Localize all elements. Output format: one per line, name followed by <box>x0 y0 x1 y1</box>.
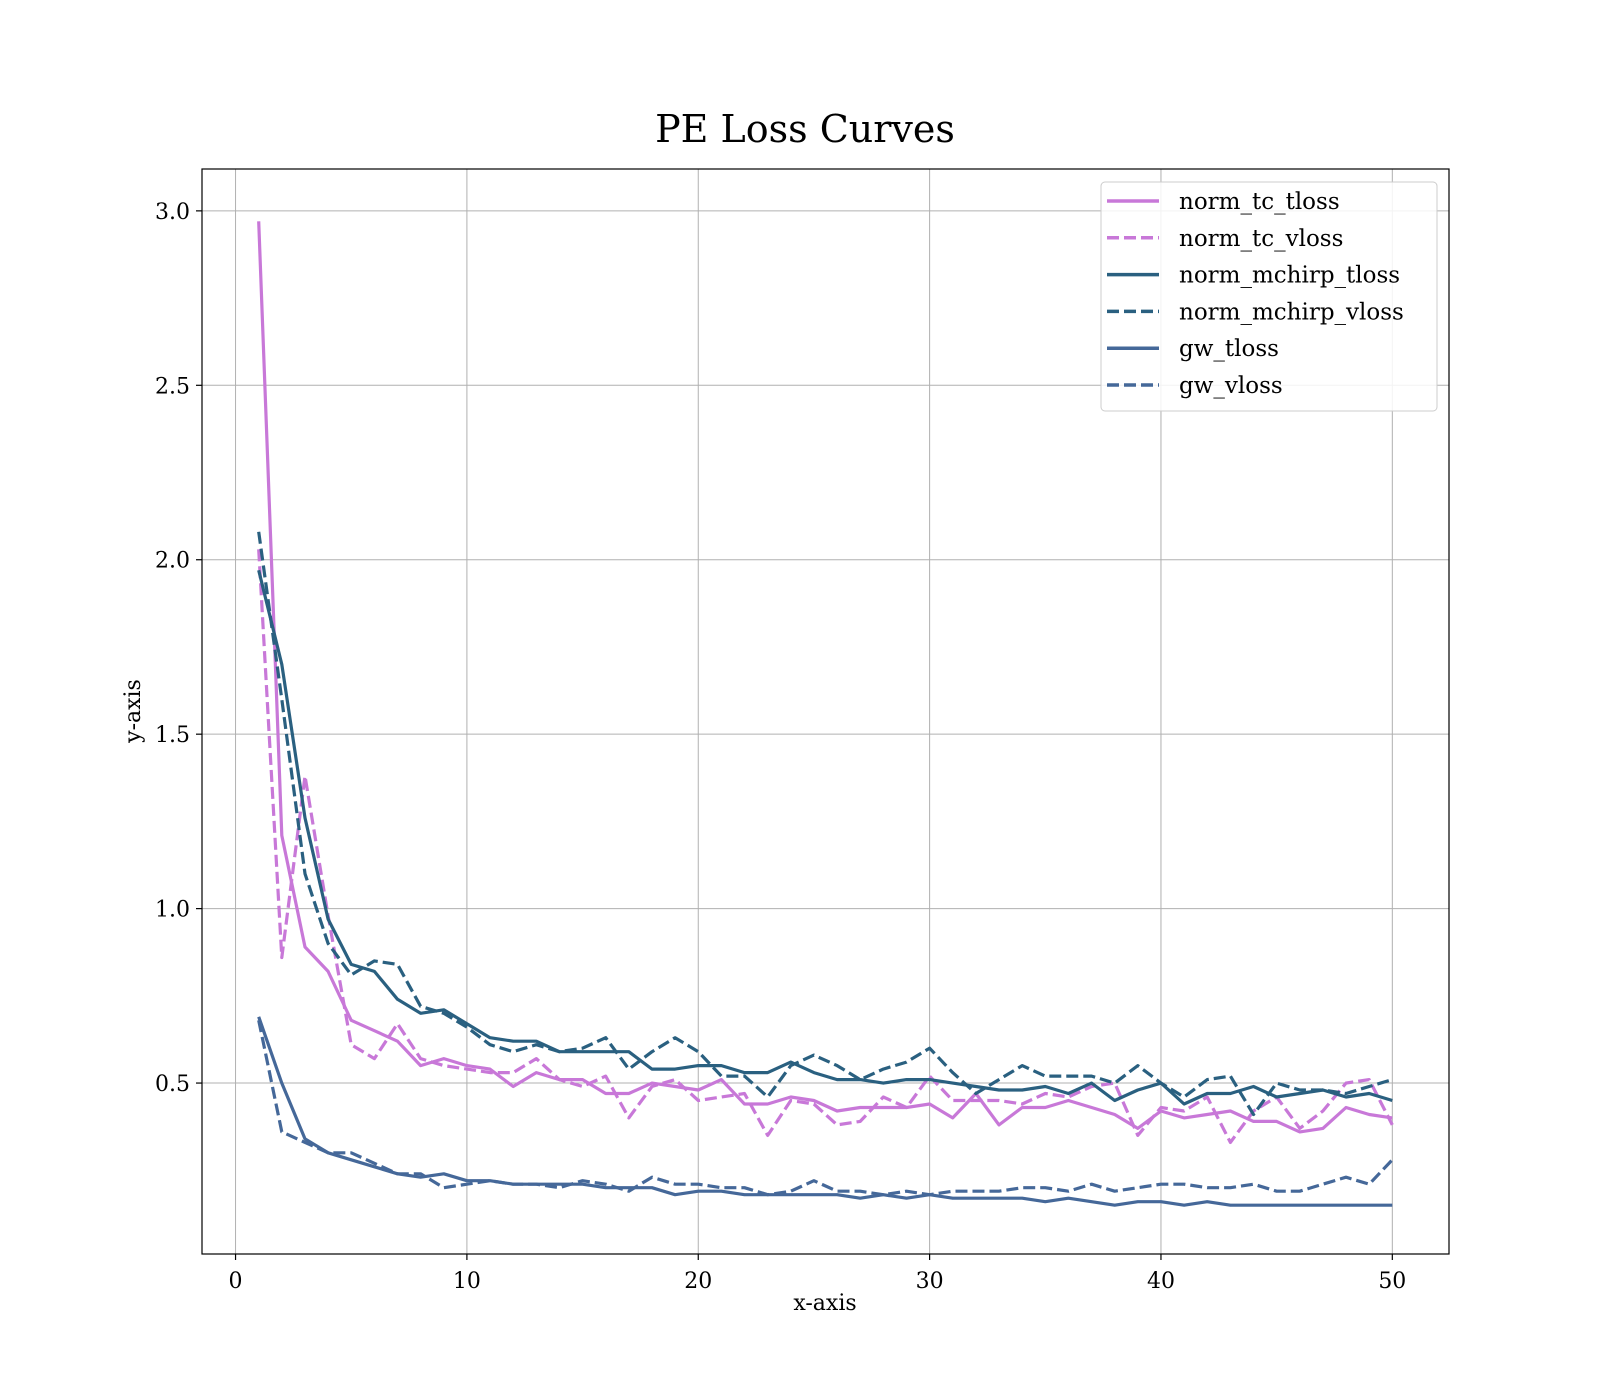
y-tick-label: 1.0 <box>155 898 190 923</box>
y-tick-label: 2.0 <box>155 549 190 574</box>
x-tick-label: 20 <box>684 1269 712 1294</box>
legend-label: norm_tc_tloss <box>1179 189 1340 215</box>
legend-label: norm_mchirp_tloss <box>1179 263 1400 289</box>
series-line-norm-tc-vloss <box>257 549 1394 1145</box>
x-axis-label: x-axis <box>793 1291 856 1316</box>
y-tick-label: 2.5 <box>155 374 190 399</box>
legend-box <box>1100 181 1438 412</box>
x-tick-label: 40 <box>1147 1269 1175 1294</box>
axis-ticks: 0 10 20 30 40 50 0.5 1.0 1.5 2.0 2.5 3.0 <box>155 200 1406 1294</box>
plot-frame <box>201 168 1450 1255</box>
series-line-norm-mchirp-vloss <box>257 531 1393 1117</box>
x-tick-label: 50 <box>1378 1269 1406 1294</box>
series-line-norm-mchirp-tloss <box>257 569 1393 1106</box>
legend-label: norm_mchirp_vloss <box>1179 299 1404 325</box>
y-tick-label: 1.5 <box>155 723 190 748</box>
legend-items: norm_tc_tloss norm_tc_vloss norm_mchirp_tl… <box>1107 189 1404 399</box>
x-tick-label: 30 <box>916 1269 944 1294</box>
chart-title: PE Loss Curves <box>655 107 955 151</box>
series-line-gw-vloss <box>257 1019 1394 1197</box>
y-tick-label: 0.5 <box>155 1072 190 1097</box>
legend: norm_tc_tloss norm_tc_vloss norm_mchirp_tl… <box>1100 181 1438 412</box>
series-line-norm-tc-tloss <box>257 221 1393 1134</box>
series-lines <box>257 221 1394 1207</box>
legend-label: gw_vloss <box>1179 373 1283 399</box>
legend-label: gw_tloss <box>1179 336 1279 362</box>
series-line-gw-tloss <box>257 1016 1393 1207</box>
legend-label: norm_tc_vloss <box>1179 226 1343 252</box>
x-tick-label: 10 <box>453 1269 481 1294</box>
y-tick-label: 3.0 <box>155 200 190 225</box>
x-tick-label: 0 <box>229 1269 243 1294</box>
y-axis-label: y-axis <box>121 679 146 744</box>
